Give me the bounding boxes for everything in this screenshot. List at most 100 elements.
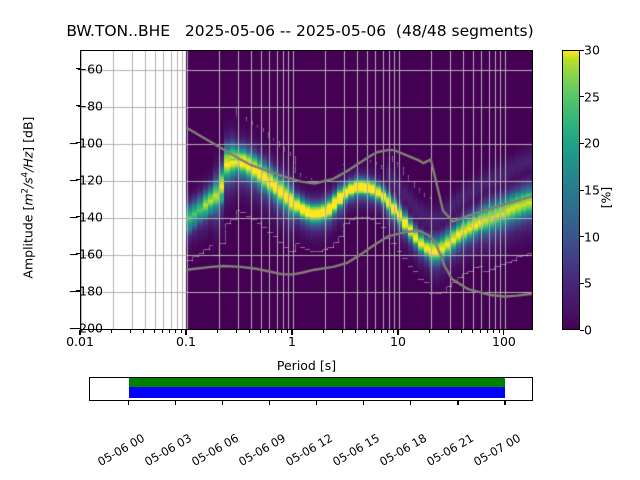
x-axis-tick-label: 0.01 <box>66 334 94 349</box>
colorbar-tick-mark <box>580 236 584 238</box>
x-axis-minor-tick <box>143 330 145 333</box>
colorbar-tick-label: 25 <box>584 89 600 105</box>
x-axis-tick-mark <box>397 330 399 335</box>
timeline-tick-label: 05-06 18 <box>377 430 429 469</box>
y-axis-tick-mark <box>76 105 80 107</box>
y-axis-tick-mark <box>76 290 80 292</box>
x-axis-tick-label: 1 <box>287 334 296 349</box>
colorbar-tick-label: 0 <box>584 322 592 338</box>
timeline-tick-mark <box>127 401 130 405</box>
timeline-tick-label: 05-06 15 <box>329 430 382 469</box>
x-axis-minor-tick <box>381 330 383 333</box>
colorbar-label: [%] <box>598 186 614 209</box>
timeline-tick-label: 05-07 00 <box>471 430 523 469</box>
x-axis-minor-tick <box>153 330 155 333</box>
x-axis-tick-label: 100 <box>492 334 516 349</box>
x-axis-minor-tick <box>429 330 431 333</box>
timeline-tick-label: 05-06 21 <box>424 430 476 469</box>
x-axis-minor-tick <box>286 330 288 333</box>
y-axis-tick-mark <box>76 142 80 144</box>
colorbar-tick-mark <box>580 189 584 191</box>
ppsd-plot-area[interactable] <box>80 50 533 330</box>
x-axis-label: Period [s] <box>276 358 337 373</box>
y-axis-tick-label: −60 <box>76 61 103 77</box>
y-axis-label: Amplitude [m2/s4/Hz] [dB] <box>20 116 36 279</box>
timeline-tick-mark <box>504 401 506 405</box>
x-axis-minor-tick <box>461 330 463 333</box>
data-coverage-timeline[interactable] <box>89 377 533 401</box>
colorbar-tick-label: 5 <box>584 275 592 291</box>
x-axis-minor-tick <box>373 330 376 333</box>
x-axis-tick-mark <box>79 330 81 335</box>
colorbar-tick-mark <box>580 142 584 144</box>
x-axis-minor-tick <box>493 330 495 333</box>
y-axis-tick-mark <box>76 253 80 255</box>
x-axis-minor-tick <box>267 330 270 333</box>
x-axis-minor-tick <box>217 330 219 333</box>
x-axis-minor-tick <box>448 330 450 333</box>
timeline-tick-mark <box>175 401 177 405</box>
x-axis-minor-tick <box>180 330 182 333</box>
timeline-tick-label: 05-06 12 <box>282 430 335 469</box>
x-axis-minor-tick <box>169 330 171 333</box>
psd-segment-coverage-bar <box>128 378 506 387</box>
x-axis-minor-tick <box>281 330 283 333</box>
timeline-tick-label: 05-06 09 <box>235 430 288 469</box>
x-axis-minor-tick <box>249 330 251 333</box>
timeline-tick-label: 05-06 06 <box>188 430 241 469</box>
x-axis-tick-mark <box>185 330 187 335</box>
x-axis-minor-tick <box>130 330 132 333</box>
x-axis-minor-tick <box>387 330 389 333</box>
y-axis-tick-mark <box>76 216 80 218</box>
x-axis-tick-label: 0.1 <box>176 334 196 349</box>
timeline-tick-mark <box>410 401 412 405</box>
x-axis-minor-tick <box>479 330 482 333</box>
x-axis-minor-tick <box>275 330 277 333</box>
x-axis-minor-tick <box>487 330 489 333</box>
y-axis-tick-mark <box>76 179 80 181</box>
x-axis-minor-tick <box>323 330 325 333</box>
x-axis-minor-tick <box>259 330 261 333</box>
timeline-tick-mark <box>316 401 318 405</box>
x-axis-minor-tick <box>161 330 164 333</box>
x-axis-minor-tick <box>175 330 177 333</box>
x-axis-minor-tick <box>342 330 344 333</box>
y-axis-tick-label: −140 <box>68 209 103 225</box>
timeline-tick-label: 05-06 03 <box>141 430 194 469</box>
colorbar-tick-mark <box>580 96 584 98</box>
x-axis-tick-label: 10 <box>390 334 406 349</box>
timeline-tick-label: 05-06 00 <box>94 430 147 469</box>
y-axis-tick-label: −120 <box>68 172 103 188</box>
colorbar-tick-label: 10 <box>584 229 600 245</box>
colorbar <box>562 50 580 330</box>
plot-gridlines <box>81 51 532 329</box>
x-axis-tick-mark <box>503 330 505 335</box>
timeline-tick-mark <box>363 401 365 405</box>
timeline-tick-mark <box>222 401 224 405</box>
colorbar-tick-label: 20 <box>584 135 600 151</box>
colorbar-tick-label: 15 <box>584 182 600 198</box>
x-axis-minor-tick <box>365 330 367 333</box>
x-axis-minor-tick <box>355 330 357 333</box>
y-axis-tick-mark <box>76 327 80 329</box>
x-axis-minor-tick <box>498 330 500 333</box>
colorbar-tick-mark <box>580 49 584 51</box>
x-axis-minor-tick <box>471 330 473 333</box>
timeline-tick-mark <box>269 401 271 405</box>
timeline-tick-mark <box>457 401 459 405</box>
y-axis-tick-label: −100 <box>68 135 103 151</box>
colorbar-tick-mark <box>580 329 584 331</box>
y-axis-tick-label: −80 <box>76 98 103 114</box>
y-axis-tick-label: −200 <box>68 320 103 336</box>
x-axis-minor-tick <box>392 330 394 333</box>
page-title: BW.TON..BHE 2025-05-06 -- 2025-05-06 (48… <box>66 22 534 40</box>
y-axis-tick-mark <box>76 68 80 70</box>
y-axis-tick-label: −180 <box>68 283 103 299</box>
data-coverage-bar <box>128 387 506 398</box>
x-axis-minor-tick <box>236 330 238 333</box>
y-axis-tick-label: −160 <box>68 246 103 262</box>
x-axis-tick-mark <box>291 330 293 335</box>
colorbar-tick-label: 30 <box>584 42 600 58</box>
colorbar-tick-mark <box>580 282 584 284</box>
